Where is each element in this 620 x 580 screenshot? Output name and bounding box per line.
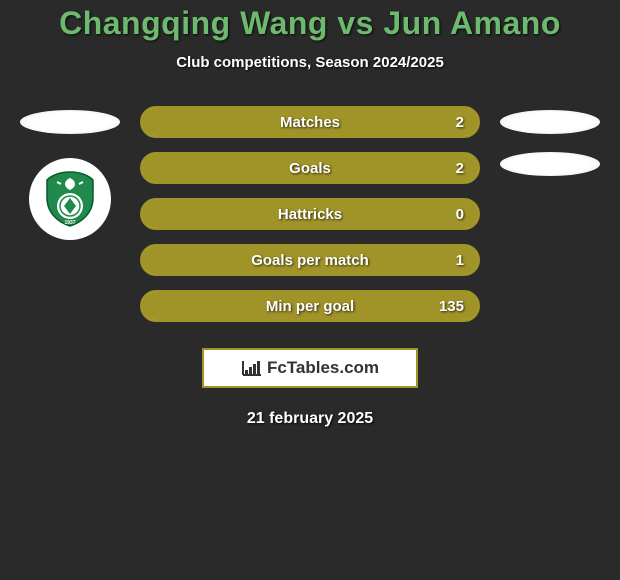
bar-chart-icon bbox=[241, 359, 263, 377]
right-column bbox=[500, 106, 600, 176]
club-crest-icon: 1937 bbox=[39, 168, 101, 230]
stat-label: Hattricks bbox=[278, 206, 342, 223]
stat-bar: Min per goal 135 bbox=[140, 290, 480, 322]
stat-bar: Hattricks 0 bbox=[140, 198, 480, 230]
stat-value-right: 135 bbox=[439, 298, 464, 315]
stats-column: Matches 2 Goals 2 Hattricks 0 Goals per match 1… bbox=[140, 106, 480, 322]
player1-name-plate bbox=[20, 110, 120, 134]
svg-text:1937: 1937 bbox=[64, 220, 75, 226]
player2-club-plate bbox=[500, 152, 600, 176]
page-title: Changqing Wang vs Jun Amano bbox=[0, 5, 620, 42]
stat-value-right: 1 bbox=[456, 252, 464, 269]
stat-label: Matches bbox=[280, 114, 340, 131]
source-logo-box[interactable]: FcTables.com bbox=[202, 348, 418, 388]
left-column: 1937 bbox=[20, 106, 120, 240]
date-label: 21 february 2025 bbox=[0, 410, 620, 428]
stat-label: Goals bbox=[289, 160, 331, 177]
stat-label: Min per goal bbox=[266, 298, 354, 315]
stat-value-right: 2 bbox=[456, 160, 464, 177]
stat-bar: Goals 2 bbox=[140, 152, 480, 184]
source-logo-text: FcTables.com bbox=[267, 358, 379, 378]
root: Changqing Wang vs Jun Amano Club competi… bbox=[0, 0, 620, 428]
player2-name-plate bbox=[500, 110, 600, 134]
stat-value-right: 2 bbox=[456, 114, 464, 131]
stat-bar: Matches 2 bbox=[140, 106, 480, 138]
main-row: 1937 Matches 2 Goals 2 Hattricks 0 Goals per m… bbox=[0, 106, 620, 322]
player1-club-badge: 1937 bbox=[29, 158, 111, 240]
stat-value-right: 0 bbox=[456, 206, 464, 223]
stat-bar: Goals per match 1 bbox=[140, 244, 480, 276]
subtitle: Club competitions, Season 2024/2025 bbox=[0, 54, 620, 71]
stat-label: Goals per match bbox=[251, 252, 369, 269]
